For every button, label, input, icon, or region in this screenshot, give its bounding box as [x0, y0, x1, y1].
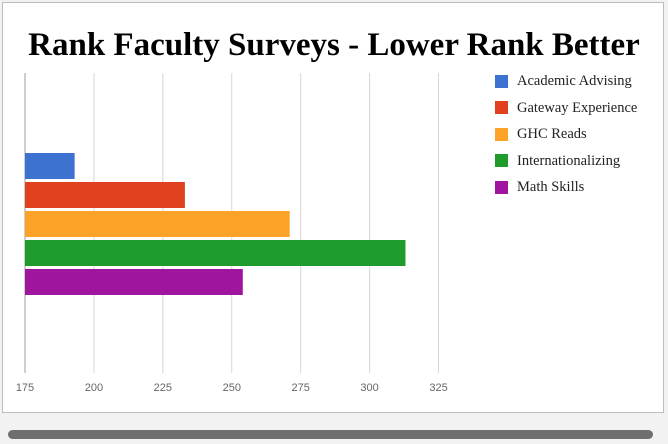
scrollbar-thumb[interactable] — [8, 430, 653, 439]
bar-ghc-reads[interactable] — [25, 211, 290, 237]
chart-plot: 175 200 225 250 275 300 325 — [16, 73, 448, 394]
x-tick-label: 200 — [85, 382, 103, 394]
chart-title: Rank Faculty Surveys - Lower Rank Better — [28, 27, 640, 63]
bar-gateway-experience[interactable] — [25, 182, 185, 208]
legend-swatch — [495, 74, 508, 88]
bar-internationalizing[interactable] — [25, 240, 406, 266]
legend-label: GHC Reads — [517, 125, 587, 142]
chart-legend: Academic Advising Gateway Experience GHC R… — [495, 72, 637, 205]
legend-label: Gateway Experience — [517, 99, 638, 116]
x-tick-label: 175 — [16, 382, 34, 394]
x-tick-label: 275 — [292, 382, 310, 394]
chart-frame: Rank Faculty Surveys - Lower Rank Better… — [2, 2, 664, 413]
bar-math-skills[interactable] — [25, 269, 243, 295]
legend-swatch — [495, 180, 508, 194]
legend-item[interactable]: Academic Advising — [495, 72, 637, 99]
x-tick-label: 250 — [223, 382, 241, 394]
bar-academic-advising[interactable] — [25, 153, 75, 179]
legend-item[interactable]: Gateway Experience — [495, 99, 637, 126]
x-tick-label: 225 — [154, 382, 172, 394]
x-tick-label: 300 — [360, 382, 378, 394]
legend-item[interactable]: Internationalizing — [495, 152, 637, 179]
legend-swatch — [495, 154, 508, 168]
legend-label: Math Skills — [517, 178, 585, 195]
legend-label: Internationalizing — [517, 152, 621, 169]
legend-swatch — [495, 127, 508, 141]
legend-swatch — [495, 101, 508, 115]
horizontal-scrollbar[interactable] — [0, 413, 668, 444]
legend-item[interactable]: GHC Reads — [495, 125, 637, 152]
legend-label: Academic Advising — [517, 72, 632, 89]
legend-item[interactable]: Math Skills — [495, 178, 637, 205]
x-tick-label: 325 — [429, 382, 447, 394]
